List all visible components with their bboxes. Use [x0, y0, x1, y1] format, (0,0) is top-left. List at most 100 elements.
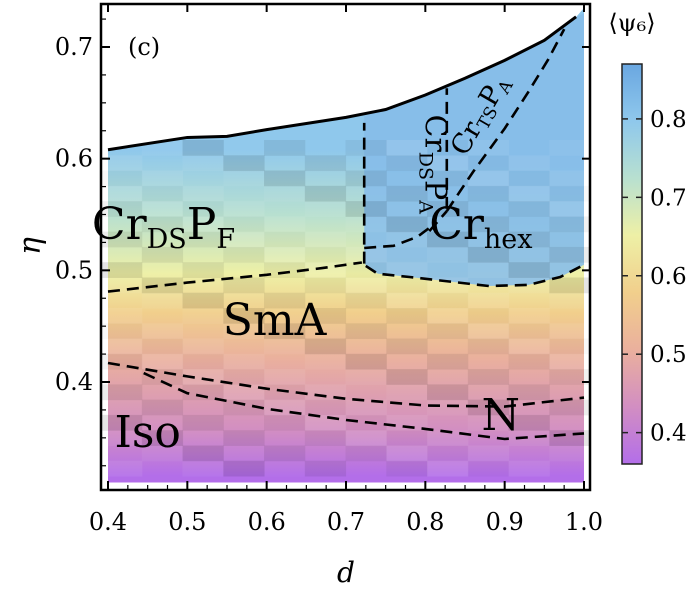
heatmap-cell — [183, 400, 224, 416]
colorbar: 0.4 0.5 0.6 0.7 0.8 ⟨ψ₆⟩ — [608, 9, 687, 465]
heatmap-cell — [142, 155, 183, 171]
heatmap-cell — [467, 140, 510, 156]
heatmap-cell — [142, 384, 183, 400]
heatmap-cell — [508, 185, 550, 202]
heatmap-cell — [345, 292, 387, 309]
colorbar-ticks: 0.4 0.5 0.6 0.7 0.8 — [622, 107, 687, 447]
heatmap-cell — [549, 445, 590, 462]
heatmap-cell — [549, 246, 590, 263]
heatmap-cell — [467, 445, 510, 462]
heatmap-cell — [508, 308, 550, 324]
heatmap-cell — [467, 323, 510, 340]
heatmap-cell — [141, 430, 184, 446]
x-axis-label: d — [337, 556, 355, 589]
heatmap-cell — [304, 185, 347, 202]
heatmap-cell — [304, 430, 347, 446]
heatmap-cell — [345, 399, 387, 416]
heatmap-cell — [182, 155, 224, 172]
label-main: Cr — [429, 199, 485, 250]
heatmap-cell — [467, 414, 510, 431]
heatmap-cell — [509, 140, 550, 156]
heatmap-cell — [305, 400, 346, 416]
heatmap-cell — [141, 399, 184, 416]
heatmap-cell — [549, 170, 590, 187]
heatmap-cell — [549, 232, 590, 248]
heatmap-cell — [467, 246, 510, 263]
boundary-crdspf-crdspa — [364, 226, 431, 250]
y-axis-label: η — [13, 237, 48, 255]
heatmap-cell — [386, 338, 428, 355]
heatmap-cell — [427, 384, 469, 401]
heatmap-cell — [264, 155, 305, 171]
heatmap-cell — [223, 460, 265, 477]
heatmap-cell — [346, 186, 387, 202]
heatmap-cell — [304, 308, 347, 324]
x-tick-label: 0.4 — [89, 508, 127, 536]
heatmap-cell — [386, 430, 427, 446]
phase-label-iso: Iso — [114, 407, 180, 458]
phase-label-crhex: Crhex — [429, 199, 532, 255]
x-tick-label: 0.6 — [248, 508, 286, 536]
heatmap-cell — [386, 155, 428, 172]
x-tick-label: 0.9 — [486, 508, 524, 536]
heatmap-cell — [549, 292, 590, 309]
heatmap-cell — [223, 140, 264, 156]
heatmap-cell — [101, 185, 143, 202]
heatmap-cell — [264, 445, 306, 462]
heatmap-cell — [304, 414, 347, 431]
heatmap-cell — [223, 262, 264, 278]
heatmap-cell — [427, 323, 469, 340]
heatmap-cell — [305, 171, 346, 187]
heatmap-cell — [101, 414, 143, 431]
colorbar-label: ⟨ψ₆⟩ — [608, 9, 655, 37]
label-subscript: DS — [414, 152, 436, 180]
heatmap-cell — [345, 140, 387, 156]
heatmap-cell — [101, 460, 143, 477]
boundary-crdspf-smA — [107, 261, 363, 293]
x-axis: 0.4 0.5 0.6 0.7 0.8 0.9 1.0 — [89, 4, 603, 536]
heatmap-cell — [427, 415, 468, 431]
heatmap-cell — [264, 185, 306, 202]
heatmap-cell — [345, 170, 387, 187]
heatmap-cell — [223, 384, 265, 401]
heatmap-cell — [304, 201, 347, 217]
heatmap-cell — [101, 171, 142, 187]
heatmap-cell — [182, 231, 224, 248]
heatmap-cell — [141, 216, 184, 233]
heatmap-cell — [182, 216, 224, 233]
y-tick-label: 0.5 — [55, 256, 93, 284]
heatmap-cell — [508, 414, 550, 431]
heatmap-cell — [101, 384, 143, 401]
x-tick-label: 0.8 — [406, 508, 444, 536]
heatmap-cell — [509, 323, 550, 339]
heatmap-cell — [182, 292, 224, 309]
boundary-cr-smA — [365, 263, 585, 288]
heatmap-cell — [142, 262, 183, 278]
heatmap-cell — [264, 140, 306, 156]
heatmap-cell — [264, 278, 305, 294]
heatmap-cell — [304, 353, 347, 370]
heatmap-cell — [223, 323, 265, 340]
heatmap-cell — [427, 399, 469, 416]
heatmap-cell — [101, 308, 143, 324]
heatmap-cell — [264, 338, 306, 355]
heatmap-cell — [427, 246, 469, 263]
heatmap-cell — [386, 278, 427, 294]
heatmap-cell — [264, 246, 306, 263]
heatmap-cell — [468, 354, 509, 370]
heatmap-cell — [264, 262, 306, 278]
heatmap-cell — [223, 277, 265, 294]
heatmap-cell — [101, 430, 143, 446]
heatmap-cell — [345, 445, 387, 462]
heatmap-cell — [386, 354, 427, 370]
heatmap-cell — [346, 384, 387, 400]
heatmap-cell — [386, 460, 428, 477]
heatmap-cell — [345, 246, 387, 263]
phase-boundaries — [107, 28, 585, 441]
heatmap-cell — [467, 369, 510, 385]
heatmap-cell — [346, 461, 387, 477]
heatmap-cell — [467, 292, 510, 309]
heatmap-cell — [101, 293, 142, 309]
heatmap-cell — [182, 140, 224, 156]
